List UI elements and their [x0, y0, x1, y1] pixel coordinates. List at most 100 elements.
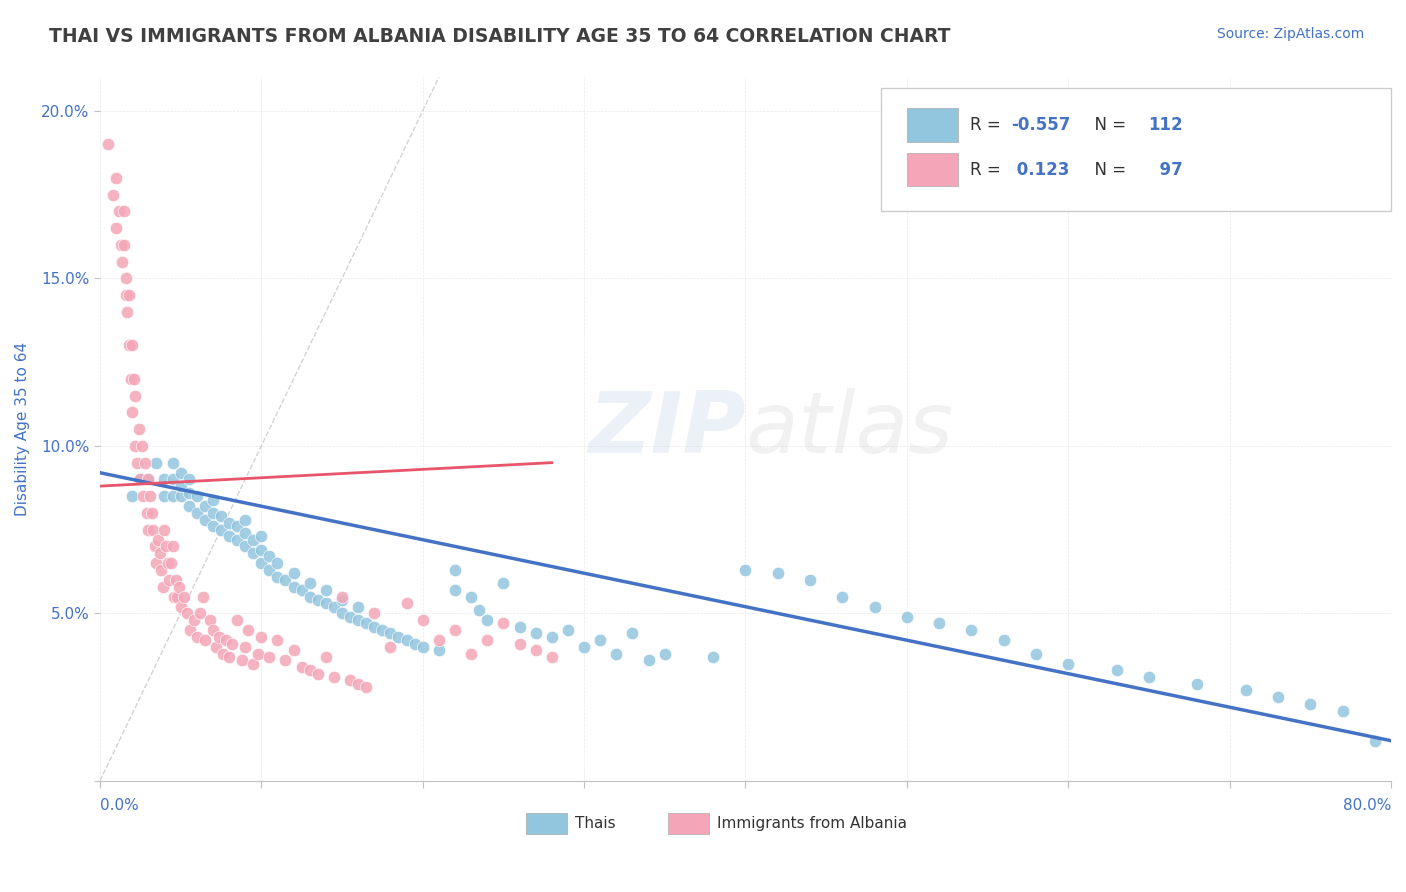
Point [226, 519, 249, 533]
Point [145, 456, 167, 470]
Point [186, 630, 208, 644]
Point [1234, 683, 1257, 698]
Point [1267, 690, 1289, 705]
Point [354, 680, 377, 694]
Point [118, 338, 141, 352]
Point [274, 573, 297, 587]
Point [97, 137, 120, 152]
Point [621, 626, 644, 640]
Point [347, 677, 370, 691]
Text: 97: 97 [1149, 161, 1182, 178]
Point [156, 556, 179, 570]
Point [387, 630, 409, 644]
Point [177, 485, 200, 500]
Point [129, 472, 152, 486]
Text: 0.0%: 0.0% [100, 798, 139, 814]
Point [194, 513, 217, 527]
Point [121, 405, 143, 419]
Point [194, 633, 217, 648]
Point [605, 647, 627, 661]
Point [177, 499, 200, 513]
Point [233, 640, 256, 654]
Point [211, 647, 233, 661]
Point [142, 523, 165, 537]
Point [315, 596, 337, 610]
Text: R =: R = [970, 161, 1007, 178]
Point [194, 499, 217, 513]
Point [122, 372, 145, 386]
Point [354, 616, 377, 631]
FancyBboxPatch shape [668, 813, 709, 834]
Point [380, 640, 402, 654]
Point [427, 643, 450, 657]
Point [186, 489, 208, 503]
Point [105, 221, 128, 235]
Point [226, 533, 249, 547]
Point [524, 626, 547, 640]
Point [112, 204, 135, 219]
Point [330, 593, 353, 607]
Point [283, 580, 305, 594]
Point [105, 170, 128, 185]
Point [205, 640, 228, 654]
Point [218, 516, 240, 530]
Point [128, 422, 150, 436]
Point [259, 649, 281, 664]
Point [831, 590, 853, 604]
Point [1187, 677, 1209, 691]
Point [307, 593, 329, 607]
Point [131, 439, 153, 453]
Point [1137, 670, 1160, 684]
Point [169, 599, 191, 614]
Point [371, 623, 394, 637]
Point [179, 623, 201, 637]
Point [231, 653, 253, 667]
Text: -0.557: -0.557 [1011, 116, 1071, 135]
Point [654, 647, 676, 661]
Point [226, 613, 249, 627]
Point [162, 456, 184, 470]
Point [427, 633, 450, 648]
Point [121, 338, 143, 352]
Point [238, 623, 260, 637]
Text: N =: N = [1084, 116, 1130, 135]
Point [139, 489, 162, 503]
Point [134, 456, 156, 470]
Text: N =: N = [1084, 161, 1130, 178]
Text: 0.123: 0.123 [1011, 161, 1070, 178]
Point [259, 549, 281, 564]
Point [363, 620, 385, 634]
Text: Thais: Thais [575, 815, 616, 830]
Point [1105, 664, 1128, 678]
Point [492, 616, 515, 631]
Point [477, 633, 499, 648]
Point [136, 472, 159, 486]
Point [339, 673, 361, 688]
Point [250, 529, 273, 543]
Point [330, 607, 353, 621]
Point [404, 636, 426, 650]
Point [298, 576, 321, 591]
Point [1364, 733, 1386, 747]
Point [460, 590, 482, 604]
Point [315, 582, 337, 597]
Point [412, 640, 434, 654]
Point [477, 613, 499, 627]
Point [444, 582, 467, 597]
Point [193, 590, 215, 604]
Point [363, 607, 385, 621]
Text: Source: ZipAtlas.com: Source: ZipAtlas.com [1216, 27, 1364, 41]
Point [114, 288, 136, 302]
Text: 112: 112 [1149, 116, 1182, 135]
Point [209, 523, 232, 537]
Point [572, 640, 595, 654]
Point [734, 563, 756, 577]
Point [444, 563, 467, 577]
FancyBboxPatch shape [907, 153, 959, 186]
Point [153, 523, 176, 537]
Point [444, 623, 467, 637]
Point [176, 607, 198, 621]
Point [169, 479, 191, 493]
Point [233, 540, 256, 554]
Point [766, 566, 789, 581]
